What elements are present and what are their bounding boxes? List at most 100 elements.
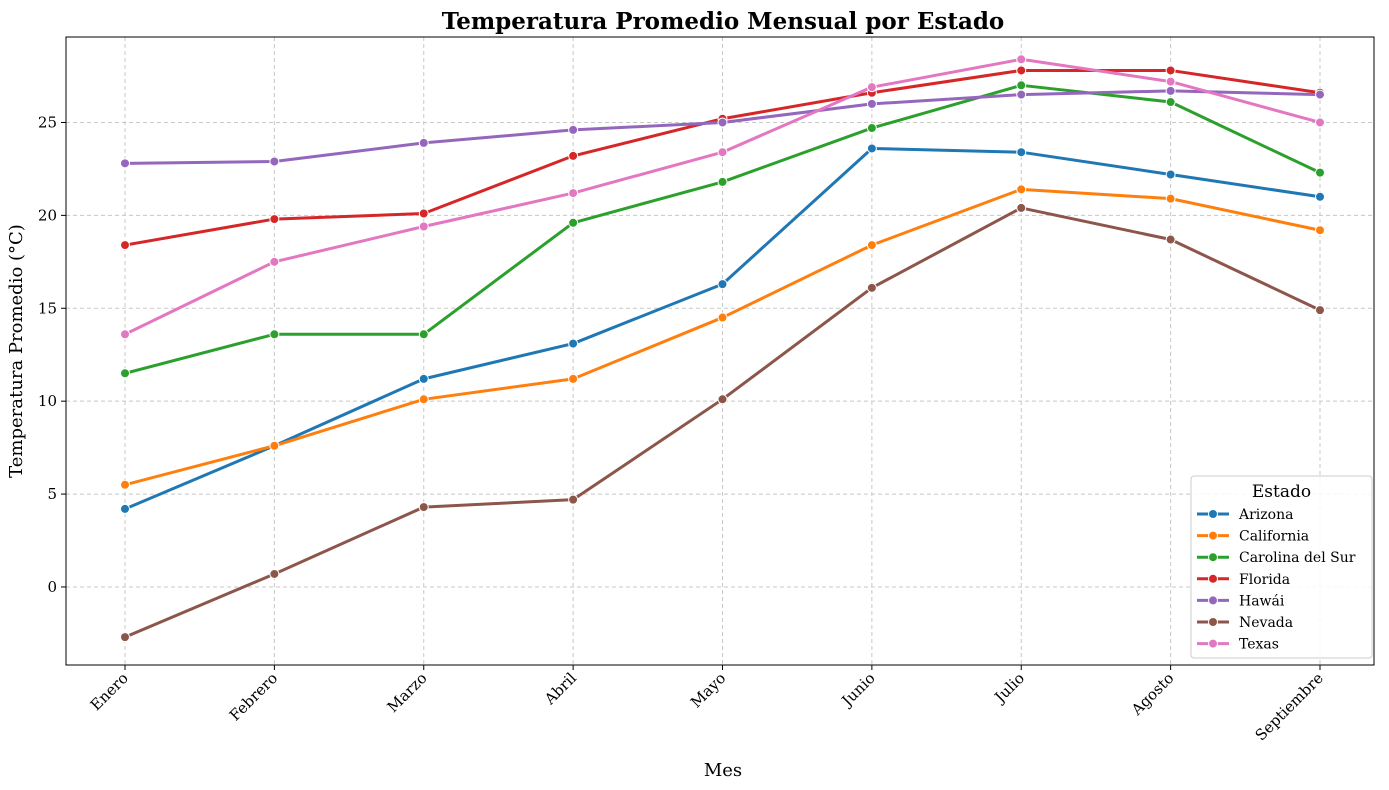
legend-swatch-marker bbox=[1208, 509, 1218, 519]
legend-title: Estado bbox=[1252, 482, 1311, 502]
data-point bbox=[269, 568, 280, 579]
data-point bbox=[568, 338, 579, 349]
y-tick-label: 0 bbox=[47, 578, 57, 596]
series-nevada bbox=[120, 202, 1325, 643]
data-point bbox=[120, 632, 130, 643]
data-point bbox=[1165, 97, 1176, 108]
data-point bbox=[568, 124, 579, 135]
data-point bbox=[1165, 85, 1176, 96]
y-tick-label: 15 bbox=[38, 299, 57, 317]
legend-label: Nevada bbox=[1239, 615, 1293, 631]
series-texas bbox=[120, 54, 1325, 340]
series-carolina-del-sur bbox=[120, 80, 1325, 379]
data-point bbox=[866, 282, 877, 293]
legend-label: Florida bbox=[1239, 572, 1290, 588]
data-point bbox=[120, 240, 130, 251]
data-point bbox=[1315, 191, 1325, 202]
data-point bbox=[866, 82, 877, 93]
x-tick-label: Agosto bbox=[1127, 669, 1177, 719]
data-point bbox=[418, 208, 429, 219]
x-tick-label: Febrero bbox=[226, 669, 281, 724]
data-point bbox=[120, 368, 130, 379]
legend-item: Arizona bbox=[1197, 507, 1293, 523]
grid bbox=[66, 37, 1374, 665]
data-point bbox=[1165, 65, 1176, 76]
legend-label: Carolina del Sur bbox=[1239, 550, 1356, 566]
legend-item: Texas bbox=[1197, 637, 1279, 653]
data-point bbox=[568, 188, 579, 199]
data-point bbox=[120, 329, 130, 340]
data-point bbox=[1016, 147, 1027, 158]
data-point bbox=[1165, 234, 1176, 245]
data-point bbox=[866, 98, 877, 109]
data-point bbox=[418, 137, 429, 148]
legend-swatch-marker bbox=[1208, 638, 1218, 649]
data-point bbox=[418, 502, 429, 513]
data-point bbox=[568, 217, 579, 228]
data-point bbox=[418, 373, 429, 384]
data-point bbox=[269, 156, 280, 167]
data-point bbox=[717, 312, 728, 323]
data-point bbox=[717, 117, 728, 128]
legend-item: Carolina del Sur bbox=[1197, 550, 1356, 566]
data-point bbox=[1315, 89, 1325, 100]
legend-swatch-marker bbox=[1208, 530, 1218, 541]
x-tick-label: Abril bbox=[540, 669, 580, 709]
data-point bbox=[1315, 117, 1325, 128]
series-california bbox=[120, 184, 1325, 490]
x-axis-label: Mes bbox=[704, 760, 742, 781]
series-line bbox=[123, 146, 1322, 511]
data-point bbox=[1016, 80, 1027, 91]
y-tick-label: 25 bbox=[38, 113, 57, 131]
data-point bbox=[1165, 193, 1176, 204]
legend: Estado Arizona California Carolina del Sur F… bbox=[1190, 475, 1373, 659]
legend-item: Nevada bbox=[1197, 615, 1293, 631]
data-point bbox=[717, 279, 728, 290]
x-tick-label: Marzo bbox=[384, 669, 431, 716]
series-group bbox=[120, 54, 1325, 643]
data-point bbox=[1165, 76, 1176, 87]
y-tick-label: 20 bbox=[38, 206, 57, 224]
data-point bbox=[866, 123, 877, 134]
legend-swatch-marker bbox=[1208, 595, 1218, 606]
data-point bbox=[717, 147, 728, 158]
data-point bbox=[568, 494, 579, 505]
legend-swatch-marker bbox=[1208, 573, 1218, 584]
data-point bbox=[568, 373, 579, 384]
data-point bbox=[120, 479, 130, 490]
data-point bbox=[1016, 202, 1027, 213]
data-point bbox=[866, 143, 877, 154]
legend-label: Texas bbox=[1239, 637, 1279, 653]
x-tick-label: Mayo bbox=[687, 669, 729, 711]
x-tick-label: Julio bbox=[990, 669, 1028, 707]
data-point bbox=[418, 394, 429, 405]
data-point bbox=[1315, 167, 1325, 178]
data-point bbox=[717, 394, 728, 405]
data-point bbox=[568, 150, 579, 161]
legend-item: California bbox=[1197, 529, 1309, 545]
x-axis: Enero Febrero Marzo Abril Mayo Junio Julio Agos… bbox=[87, 665, 1327, 744]
legend-swatch-marker bbox=[1208, 617, 1218, 627]
data-point bbox=[269, 214, 280, 225]
x-tick-label: Septiembre bbox=[1252, 669, 1327, 744]
data-point bbox=[1016, 89, 1027, 100]
data-point bbox=[418, 329, 429, 340]
y-tick-label: 10 bbox=[38, 392, 57, 410]
legend-box bbox=[1190, 475, 1373, 659]
legend-item: Hawái bbox=[1197, 593, 1285, 609]
x-tick-label: Enero bbox=[87, 669, 132, 714]
data-point bbox=[1315, 225, 1325, 236]
data-point bbox=[120, 158, 130, 169]
data-point bbox=[717, 176, 728, 187]
data-point bbox=[1016, 54, 1027, 65]
data-point bbox=[1315, 305, 1325, 316]
chart-title: Temperatura Promedio Mensual por Estado bbox=[442, 8, 1005, 35]
data-point bbox=[1016, 65, 1027, 76]
data-point bbox=[269, 329, 280, 340]
legend-label: Hawái bbox=[1239, 593, 1285, 609]
data-point bbox=[1165, 169, 1176, 180]
legend-swatch-marker bbox=[1208, 552, 1218, 563]
series-haw-i bbox=[120, 85, 1325, 169]
data-point bbox=[1016, 184, 1027, 195]
